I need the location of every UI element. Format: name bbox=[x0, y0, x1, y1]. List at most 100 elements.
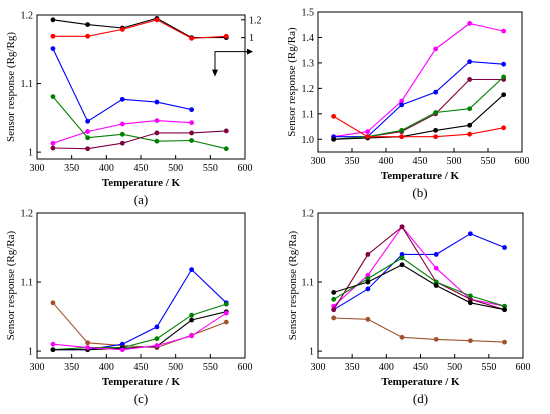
data-point bbox=[501, 92, 507, 98]
data-point bbox=[331, 113, 337, 119]
y-tick-label: 1.2 bbox=[21, 11, 34, 22]
data-point bbox=[399, 127, 405, 133]
x-tick-label: 400 bbox=[379, 156, 394, 167]
panel-caption: (c) bbox=[134, 391, 148, 406]
series-line-3 bbox=[52, 303, 227, 351]
series-line-2 bbox=[333, 225, 505, 307]
x-axis-label: Temperature / K bbox=[102, 177, 181, 189]
data-point bbox=[502, 307, 507, 313]
data-point bbox=[85, 33, 91, 39]
data-point bbox=[467, 122, 473, 128]
x-tick-label: 550 bbox=[203, 362, 218, 373]
data-point bbox=[223, 128, 229, 134]
data-point bbox=[467, 231, 473, 237]
x-tick-label: 300 bbox=[30, 163, 45, 174]
data-point bbox=[399, 262, 405, 268]
x-tick-label: 550 bbox=[481, 362, 496, 373]
data-point bbox=[154, 130, 160, 136]
y-tick-label: 1.1 bbox=[302, 109, 315, 120]
data-point bbox=[85, 146, 91, 152]
series-line-6 bbox=[333, 317, 505, 343]
series-line-2 bbox=[52, 19, 227, 39]
series-line-5 bbox=[333, 94, 504, 140]
data-point bbox=[189, 130, 195, 136]
data-point bbox=[189, 312, 195, 318]
series-line-3 bbox=[52, 48, 192, 123]
data-point bbox=[467, 338, 473, 344]
panel-caption: (b) bbox=[412, 185, 427, 200]
series-line-2 bbox=[52, 268, 227, 351]
y-axis-label: Sensor response (Rg/Ra) bbox=[5, 230, 17, 340]
data-point bbox=[365, 316, 371, 322]
x-tick-label: 500 bbox=[447, 362, 462, 373]
x-tick-label: 500 bbox=[168, 362, 183, 373]
data-point bbox=[433, 336, 439, 342]
data-point bbox=[467, 293, 473, 299]
data-point bbox=[189, 333, 195, 339]
data-point bbox=[433, 46, 439, 52]
data-point bbox=[501, 28, 507, 34]
data-point bbox=[119, 131, 125, 137]
data-point bbox=[331, 136, 337, 142]
data-point bbox=[223, 301, 229, 307]
arrowhead-down-icon bbox=[212, 69, 218, 77]
x-tick-label: 600 bbox=[516, 362, 531, 373]
data-point bbox=[223, 146, 229, 152]
data-point bbox=[399, 252, 405, 257]
y-axis-label: Sensor response (Rg/Rg) bbox=[5, 32, 17, 142]
data-point bbox=[119, 347, 125, 353]
data-point bbox=[85, 118, 91, 124]
data-point bbox=[331, 307, 337, 313]
chart-panel-d: 300 350 400 450 500 550 600 1 1.1 1.2 Temperature … bbox=[287, 209, 531, 407]
chart-panel-b: 300 350 400 450 500 550 600 1.0 1.1 1.2 1.3 1.4 1.5 T… bbox=[286, 8, 530, 201]
x-tick-label: 500 bbox=[447, 156, 462, 167]
x-tick-label: 350 bbox=[345, 362, 360, 373]
y-tick-label: 1.2 bbox=[21, 209, 34, 220]
series-line-2 bbox=[333, 61, 504, 138]
data-point bbox=[154, 324, 160, 330]
y-tick-label: 1.3 bbox=[302, 58, 315, 69]
x-tick-label: 300 bbox=[311, 156, 326, 167]
data-point bbox=[85, 340, 91, 346]
series-line-6 bbox=[52, 130, 227, 150]
data-point bbox=[223, 319, 229, 325]
data-point bbox=[467, 131, 473, 137]
x-axis-label: Temperature / K bbox=[381, 170, 460, 182]
data-point bbox=[85, 22, 91, 27]
panel-caption: (d) bbox=[413, 391, 428, 406]
data-point bbox=[85, 129, 91, 134]
x-tick-label: 400 bbox=[379, 362, 394, 373]
data-point bbox=[119, 96, 125, 102]
data-point bbox=[433, 127, 439, 133]
series-line-4 bbox=[333, 76, 504, 140]
data-point bbox=[433, 265, 439, 271]
x-tick-label: 450 bbox=[413, 156, 428, 167]
panel-caption: (a) bbox=[134, 192, 148, 207]
x-tick-label: 450 bbox=[413, 362, 428, 373]
data-point bbox=[365, 134, 371, 140]
x-tick-label: 350 bbox=[64, 163, 79, 174]
x-tick-label: 350 bbox=[345, 156, 360, 167]
data-point bbox=[502, 245, 507, 250]
y-tick-label: 1.1 bbox=[21, 79, 34, 90]
data-point bbox=[467, 106, 473, 112]
y-axis-label: Sensor response (Rg/Ra) bbox=[286, 27, 298, 137]
y-tick-label: 1 bbox=[28, 148, 33, 159]
x-tick-label: 550 bbox=[203, 163, 218, 174]
series-line-4 bbox=[333, 257, 505, 307]
plot-frame bbox=[36, 212, 246, 359]
y-tick-label: 1.2 bbox=[302, 84, 315, 95]
data-point bbox=[433, 279, 439, 285]
data-point bbox=[223, 33, 229, 39]
data-point bbox=[467, 300, 473, 306]
data-point bbox=[119, 121, 125, 127]
axis-arrow-icon bbox=[214, 51, 247, 72]
x-tick-label: 450 bbox=[134, 163, 149, 174]
data-point bbox=[50, 341, 56, 347]
data-point bbox=[365, 276, 371, 281]
series-line-3 bbox=[333, 78, 504, 140]
data-point bbox=[399, 255, 405, 261]
x-tick-label: 500 bbox=[168, 163, 183, 174]
x-tick-label: 450 bbox=[134, 362, 149, 373]
data-point bbox=[399, 334, 405, 340]
